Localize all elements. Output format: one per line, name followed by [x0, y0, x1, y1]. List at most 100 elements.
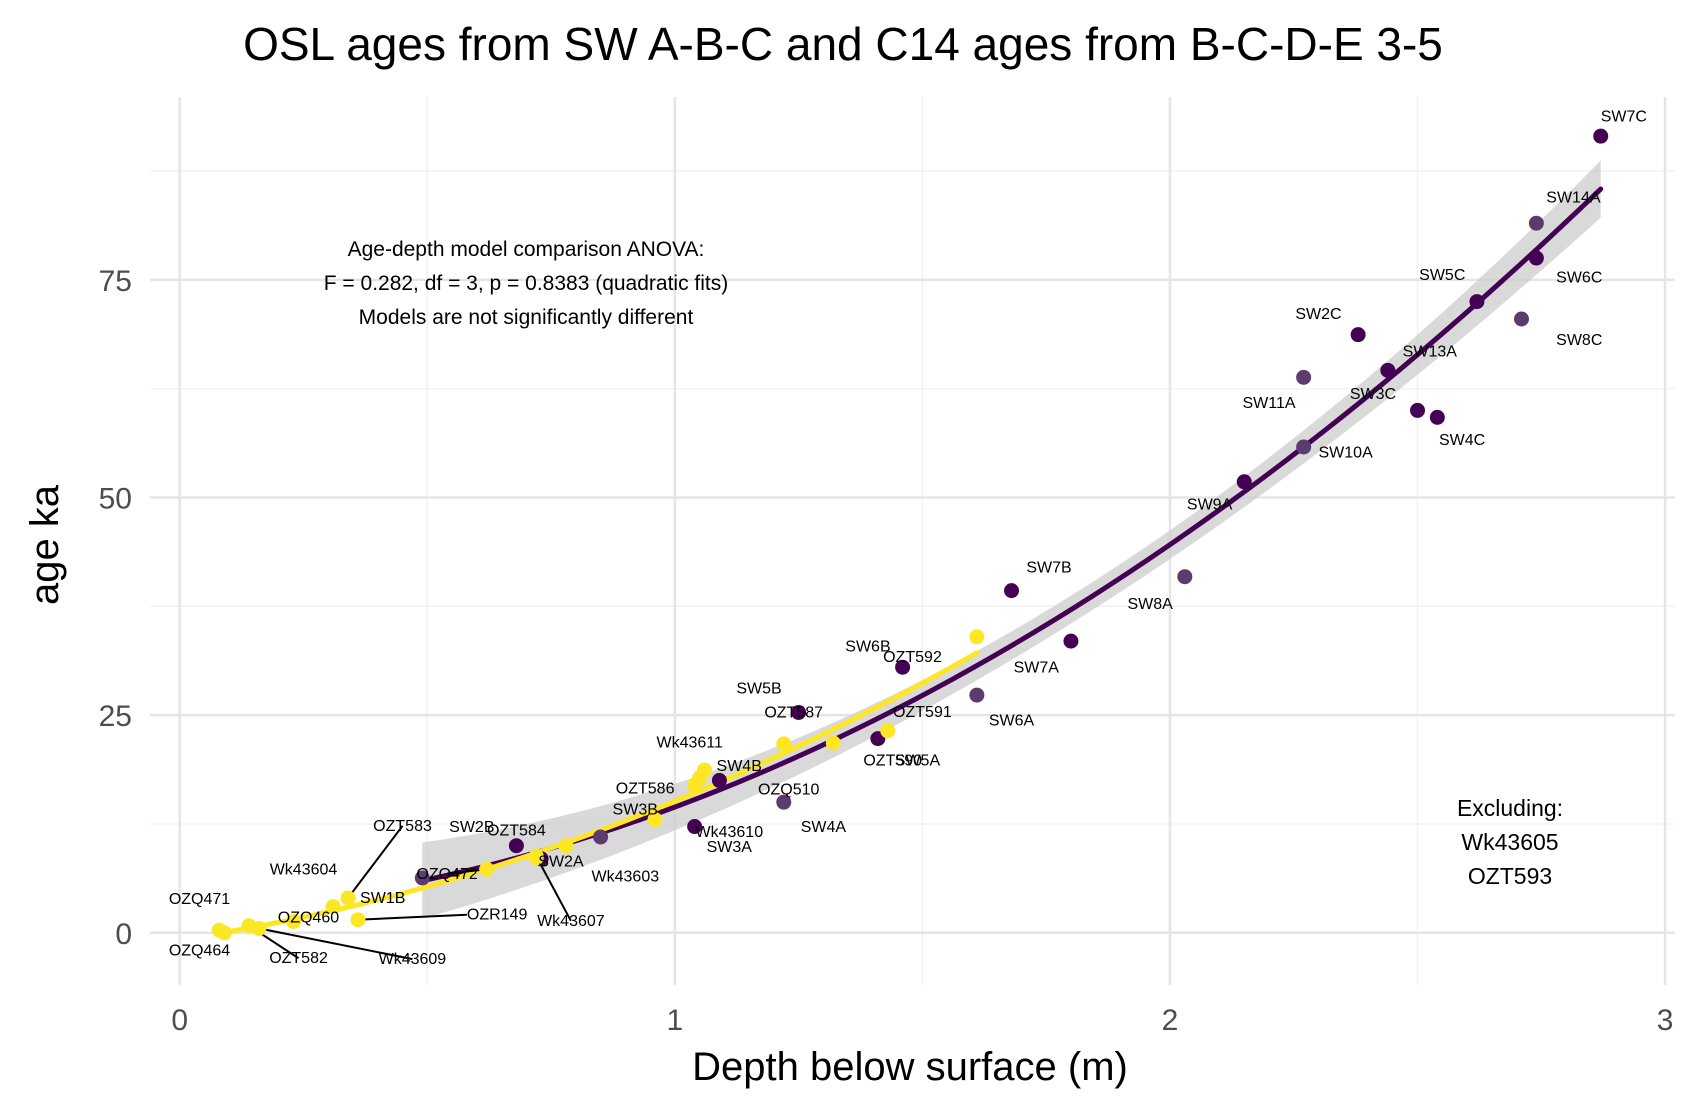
- data-point: [1593, 128, 1609, 144]
- point-label: OZQ472: [416, 866, 477, 883]
- excluded-sample-2: OZT593: [1468, 863, 1552, 889]
- point-label: OZT590: [863, 753, 922, 770]
- data-point: [1296, 369, 1312, 385]
- data-point: [1177, 569, 1193, 585]
- data-point: [647, 812, 663, 828]
- point-label: OZT586: [616, 780, 675, 797]
- point-label: OZQ510: [758, 781, 819, 798]
- data-point: [325, 899, 341, 915]
- data-point: [286, 913, 302, 929]
- axis-ticks: 0 1 2 3 0 25 50 75: [99, 265, 1674, 1037]
- data-point: [1236, 474, 1252, 490]
- data-point: [825, 735, 841, 751]
- point-label: SW6B: [845, 639, 890, 656]
- data-points: [211, 128, 1609, 941]
- x-tick-label: 3: [1657, 1004, 1674, 1037]
- point-label: SW8A: [1127, 596, 1173, 613]
- point-label: OZT582: [269, 950, 328, 967]
- point-label: SW5B: [736, 680, 781, 697]
- data-point: [687, 777, 703, 793]
- anova-line-3: Models are not significantly different: [359, 306, 694, 329]
- data-point: [969, 687, 985, 703]
- label-leader-line: [258, 927, 413, 961]
- confidence-ribbons: [422, 160, 1601, 919]
- data-point: [340, 890, 356, 906]
- point-label: SW3C: [1350, 386, 1396, 403]
- excluded-sample-1: Wk43605: [1461, 829, 1558, 855]
- data-point: [1528, 215, 1544, 231]
- point-label: SW10A: [1319, 444, 1374, 461]
- point-label: OZQ464: [169, 942, 230, 959]
- data-point: [414, 870, 430, 886]
- osl-confidence-ribbon: [422, 160, 1601, 919]
- point-label: SW3A: [707, 839, 753, 856]
- point-label: Wk43603: [592, 868, 660, 885]
- y-tick-label: 25: [99, 700, 132, 733]
- point-label: Wk43611: [656, 734, 723, 751]
- anova-annotation: Age-depth model comparison ANOVA: F = 0.…: [324, 238, 729, 329]
- data-point: [711, 772, 727, 788]
- data-point: [350, 912, 366, 928]
- data-point: [1410, 402, 1426, 418]
- data-point: [1063, 633, 1079, 649]
- data-point: [593, 829, 609, 845]
- point-label: SW2C: [1295, 306, 1341, 323]
- point-label: OZT584: [487, 822, 546, 839]
- data-point: [558, 838, 574, 854]
- data-point: [776, 794, 792, 810]
- data-point: [216, 925, 232, 941]
- data-point: [776, 736, 792, 752]
- data-point: [1528, 250, 1544, 266]
- y-tick-label: 0: [115, 918, 132, 951]
- point-label: SW4C: [1439, 432, 1485, 449]
- point-label: SW5A: [895, 753, 941, 770]
- point-label: SW11A: [1242, 395, 1295, 412]
- label-leader-line: [347, 825, 404, 899]
- point-label: OZT591: [893, 704, 952, 721]
- point-label: SW5C: [1419, 267, 1465, 284]
- data-point: [1380, 362, 1396, 378]
- point-label: SW2A: [538, 854, 584, 871]
- point-label: SW13A: [1403, 343, 1458, 360]
- y-tick-label: 75: [99, 265, 132, 298]
- osl-fit-curve: [419, 186, 1604, 884]
- point-label: SW3B: [613, 801, 658, 818]
- x-tick-label: 2: [1162, 1004, 1179, 1037]
- point-label: Wk43607: [537, 913, 605, 930]
- point-label: SW4B: [717, 758, 762, 775]
- point-label: OZT583: [373, 818, 432, 835]
- point-label: OZR149: [467, 907, 528, 924]
- excluding-annotation: Excluding: Wk43605 OZT593: [1457, 795, 1563, 889]
- data-point: [1296, 439, 1312, 455]
- point-label: OZT592: [883, 649, 942, 666]
- point-label: SW8C: [1556, 332, 1602, 349]
- point-label: OZQ460: [278, 909, 339, 926]
- point-label: SW1B: [360, 890, 405, 907]
- label-leader-line: [535, 855, 572, 922]
- point-label: OZT587: [764, 705, 823, 722]
- data-point: [1514, 311, 1530, 327]
- point-label: Wk43604: [270, 861, 338, 878]
- data-point: [895, 659, 911, 675]
- point-label: SW6C: [1556, 269, 1602, 286]
- chart-title: OSL ages from SW A-B-C and C14 ages from…: [243, 18, 1443, 70]
- point-label: SW4A: [801, 819, 847, 836]
- point-label: Wk43610: [696, 824, 764, 841]
- anova-line-1: Age-depth model comparison ANOVA:: [348, 238, 705, 261]
- data-point: [1469, 294, 1485, 310]
- point-label: Wk43609: [379, 951, 447, 968]
- data-point: [528, 848, 544, 864]
- data-point: [969, 629, 985, 645]
- data-point: [687, 819, 703, 835]
- x-tick-label: 0: [171, 1004, 188, 1037]
- point-label: SW7B: [1026, 559, 1071, 576]
- excluding-heading: Excluding:: [1457, 795, 1563, 821]
- label-leader-line: [357, 913, 467, 921]
- point-label: SW7A: [1014, 659, 1060, 676]
- data-point: [791, 705, 807, 721]
- data-point: [1350, 327, 1366, 343]
- data-point: [1004, 583, 1020, 599]
- point-labels: SW7C SW14A SW6C SW5C SW8C SW2C SW13A SW11A SW3C S…: [169, 108, 1647, 968]
